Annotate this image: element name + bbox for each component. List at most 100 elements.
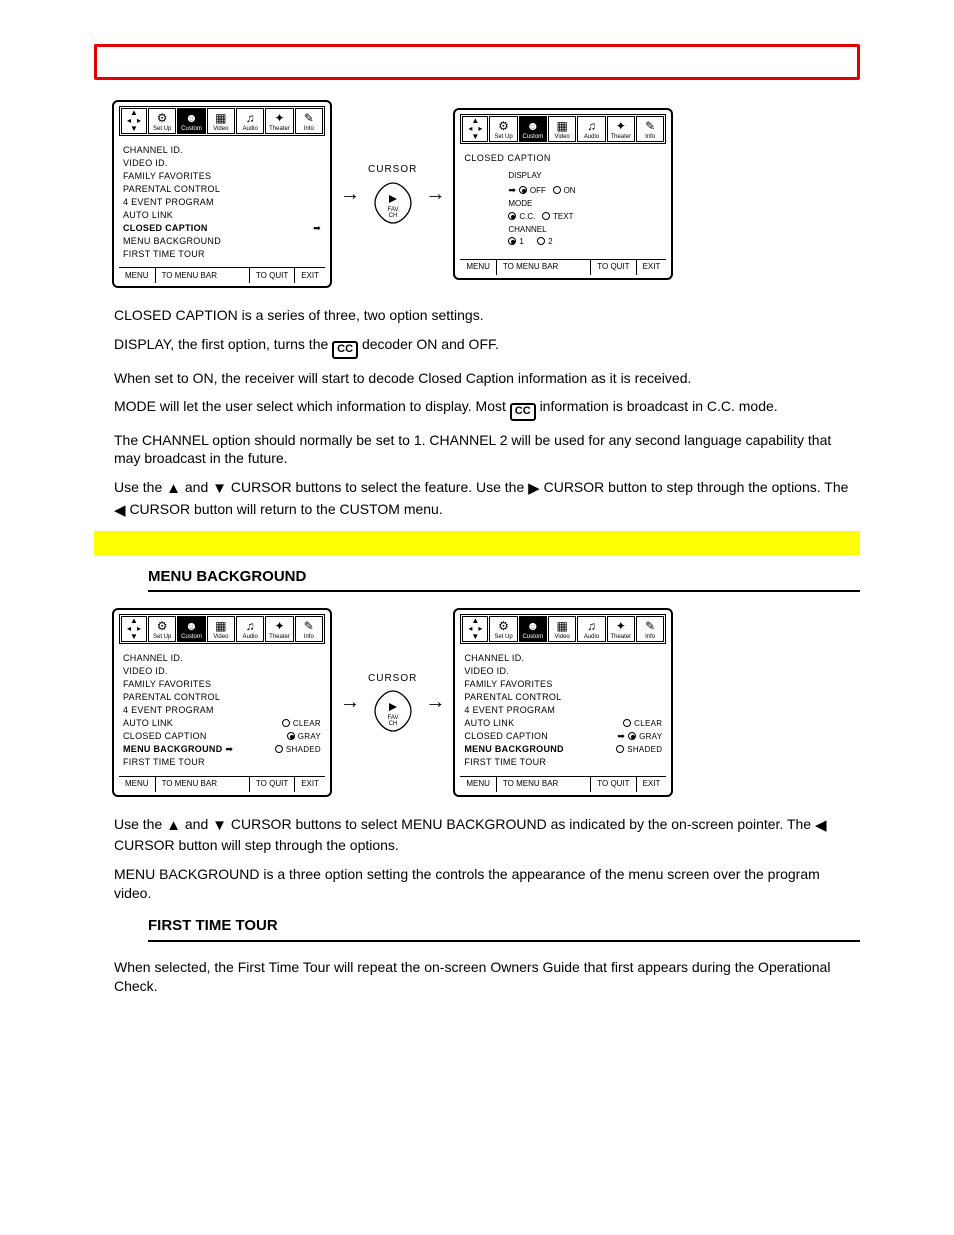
body-text: CLOSED CAPTION is a series of three, two… (114, 306, 860, 325)
arrow-right-icon: → (340, 181, 360, 208)
closed-caption-options-screen: ▲◂▸▼ ⚙Set Up ☻Custom ▦Video ♫Audio ✦Thea… (453, 108, 673, 280)
footer-quit: TO QUIT (250, 777, 295, 792)
custom-menu-screen-mb-2: ▲◂▸▼ ⚙Set Up ☻Custom ▦Video ♫Audio ✦Thea… (453, 608, 673, 796)
tab-theater: ✦Theater (265, 616, 293, 642)
footer-menubar: TO MENU BAR (497, 260, 591, 275)
footer-exit: EXIT (295, 268, 325, 283)
menu-item: CHANNEL ID. (123, 652, 321, 665)
cursor-ring-icon: FAV CH (371, 689, 415, 733)
menu-item: AUTO LINK CLEAR (464, 717, 662, 730)
tab-theater: ✦Theater (607, 116, 635, 142)
body-text: When selected, the First Time Tour will … (114, 958, 860, 996)
menu-item: MENU BACKGROUND (123, 235, 321, 248)
menu-item: VIDEO ID. (123, 157, 321, 170)
svg-text:CH: CH (388, 213, 397, 219)
tab-audio: ♫Audio (577, 616, 605, 642)
menu-item: VIDEO ID. (464, 665, 662, 678)
cursor-key-diagram: CURSOR FAV CH (368, 163, 417, 225)
opt-text: TEXT (553, 212, 573, 221)
icon-bar: ▲◂▸▼ ⚙Set Up ☻Custom ▦Video ♫Audio ✦Thea… (460, 614, 666, 644)
cc-icon: CC (332, 341, 358, 358)
menu-item: VIDEO ID. (123, 665, 321, 678)
body-text: MODE will let the user select which info… (114, 397, 860, 420)
nav-arrows-icon: ▲◂▸▼ (462, 616, 488, 642)
cc-opt-label: DISPLAY (508, 170, 656, 183)
custom-menu-list: CHANNEL ID. VIDEO ID. FAMILY FAVORITES P… (460, 650, 666, 775)
cursor-label: CURSOR (368, 672, 417, 686)
cursor-key-diagram: CURSOR FAV CH (368, 672, 417, 734)
menu-item: FAMILY FAVORITES (123, 678, 321, 691)
tab-info: ✎Info (636, 616, 664, 642)
cursor-ring-icon: FAV CH (371, 181, 415, 225)
opt-1: 1 (519, 237, 523, 246)
red-banner (94, 44, 860, 80)
menu-item: CHANNEL ID. (123, 144, 321, 157)
menu-item: CHANNEL ID. (464, 652, 662, 665)
tab-custom: ☻Custom (519, 116, 547, 142)
body-text: The CHANNEL option should normally be se… (114, 431, 860, 469)
body-text: Use the ▲ and ▼ CURSOR buttons to select… (114, 478, 860, 521)
tab-theater: ✦Theater (607, 616, 635, 642)
tab-custom: ☻Custom (519, 616, 547, 642)
custom-menu-screen-mb: ▲◂▸▼ ⚙Set Up ☻Custom ▦Video ♫Audio ✦Thea… (112, 608, 332, 796)
menu-item-menu-background: MENU BACKGROUND SHADED (464, 743, 662, 756)
footer-menu: MENU (460, 260, 497, 275)
opt-clear: CLEAR (293, 719, 321, 728)
footer-exit: EXIT (637, 260, 667, 275)
nav-arrows-icon: ▲◂▸▼ (121, 108, 147, 134)
body-text: MENU BACKGROUND is a three option settin… (114, 865, 860, 903)
arrow-right-icon: → (425, 689, 445, 716)
menu-item: PARENTAL CONTROL (464, 691, 662, 704)
screen-footer: MENU TO MENU BAR TO QUIT EXIT (119, 776, 325, 792)
opt-cc: C.C. (519, 212, 535, 221)
svg-text:CH: CH (388, 721, 397, 727)
menu-item: PARENTAL CONTROL (123, 183, 321, 196)
menu-item: FAMILY FAVORITES (464, 678, 662, 691)
opt-shaded: SHADED (286, 745, 321, 754)
body-text: DISPLAY, the first option, turns the CC … (114, 335, 860, 358)
tab-custom: ☻Custom (177, 108, 205, 134)
tab-video: ▦Video (548, 616, 576, 642)
body-text: When set to ON, the receiver will start … (114, 369, 860, 388)
menu-item: 4 EVENT PROGRAM (464, 704, 662, 717)
footer-menubar: TO MENU BAR (156, 268, 250, 283)
closed-caption-screens: ▲◂▸▼ ⚙Set Up ☻Custom ▦Video ♫Audio ✦Thea… (112, 100, 860, 288)
custom-menu-screen-cc: ▲◂▸▼ ⚙Set Up ☻Custom ▦Video ♫Audio ✦Thea… (112, 100, 332, 288)
icon-bar: ▲◂▸▼ ⚙Set Up ☻Custom ▦Video ♫Audio ✦Thea… (460, 114, 666, 144)
section-heading-first-time-tour: FIRST TIME TOUR (148, 912, 860, 941)
tab-setup: ⚙Set Up (489, 616, 517, 642)
footer-quit: TO QUIT (250, 268, 295, 283)
tab-info: ✎Info (295, 108, 323, 134)
tab-setup: ⚙Set Up (148, 616, 176, 642)
screen-footer: MENU TO MENU BAR TO QUIT EXIT (460, 776, 666, 792)
tab-setup: ⚙Set Up (148, 108, 176, 134)
tab-video: ▦Video (207, 616, 235, 642)
nav-arrows-icon: ▲◂▸▼ (462, 116, 488, 142)
menu-item: 4 EVENT PROGRAM (123, 196, 321, 209)
menu-item: CLOSED CAPTION ➡GRAY (464, 730, 662, 743)
tab-video: ▦Video (207, 108, 235, 134)
tab-video: ▦Video (548, 116, 576, 142)
menu-item: 4 EVENT PROGRAM (123, 704, 321, 717)
tab-info: ✎Info (295, 616, 323, 642)
menu-item: FIRST TIME TOUR (464, 756, 662, 769)
yellow-highlight-bar (94, 531, 860, 555)
footer-menu: MENU (119, 268, 156, 283)
menu-item: AUTO LINK (123, 209, 321, 222)
menu-item: AUTO LINK CLEAR (123, 717, 321, 730)
left-triangle-icon: ◀ (114, 502, 126, 519)
menu-background-screens: ▲◂▸▼ ⚙Set Up ☻Custom ▦Video ♫Audio ✦Thea… (112, 608, 860, 796)
tab-setup: ⚙Set Up (489, 116, 517, 142)
menu-item: FIRST TIME TOUR (123, 756, 321, 769)
menu-item: PARENTAL CONTROL (123, 691, 321, 704)
tab-theater: ✦Theater (265, 108, 293, 134)
opt-off: OFF (530, 186, 546, 195)
cc-opt-label: CHANNEL (508, 224, 656, 237)
section-heading-menu-background: MENU BACKGROUND (148, 563, 860, 592)
tab-custom: ☻Custom (177, 616, 205, 642)
cc-opt-label: MODE (508, 198, 656, 211)
opt-gray: GRAY (298, 732, 321, 741)
footer-menu: MENU (460, 777, 497, 792)
up-triangle-icon: ▲ (166, 480, 181, 497)
custom-menu-list: CHANNEL ID. VIDEO ID. FAMILY FAVORITES P… (119, 142, 325, 267)
